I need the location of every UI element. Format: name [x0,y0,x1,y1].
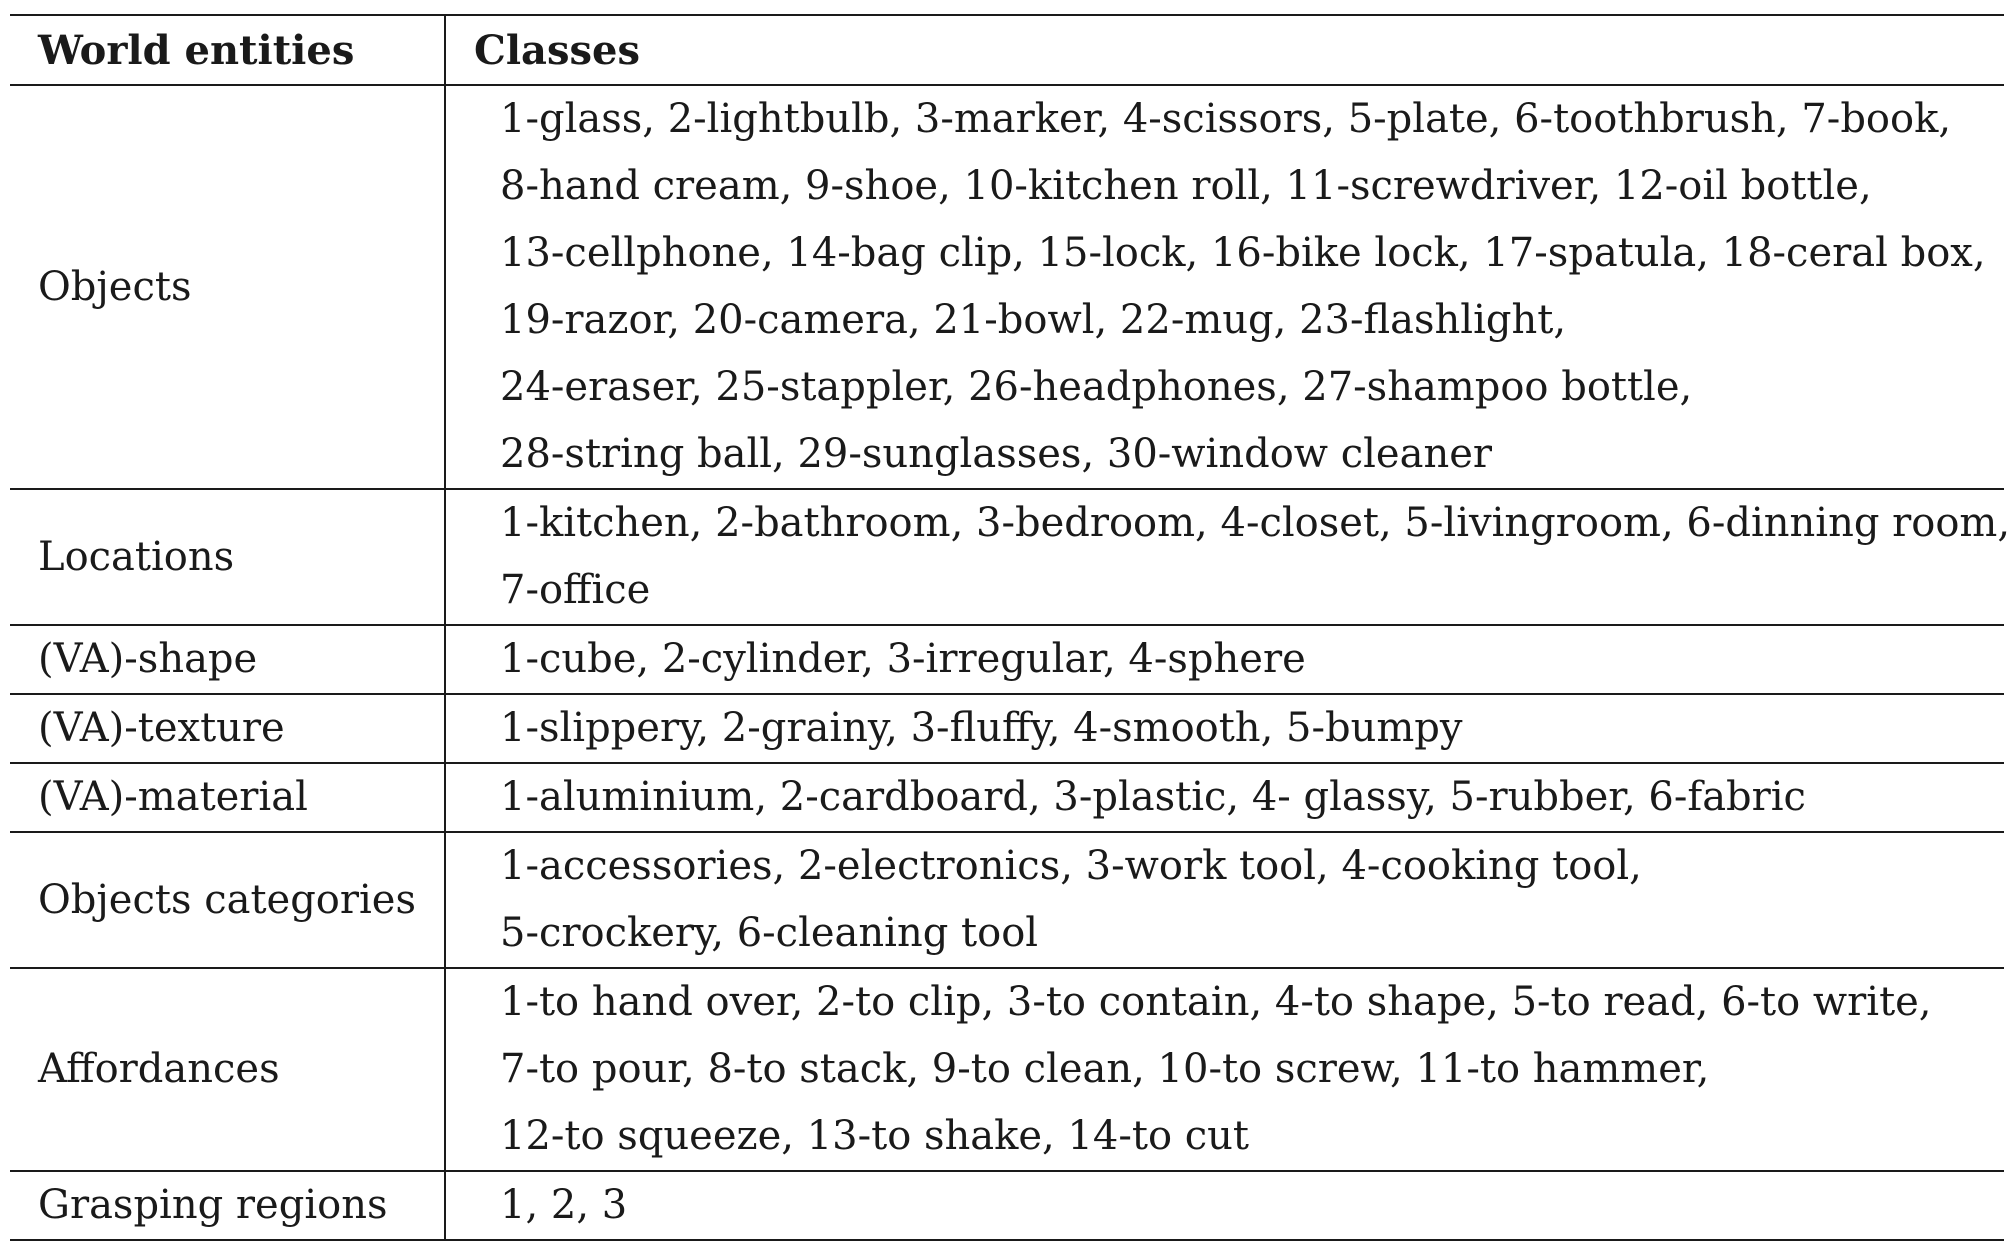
entity-cell: (VA)-texture [10,693,446,764]
entity-cell: Grasping regions [10,1170,446,1241]
entity-cell: (VA)-shape [10,624,446,695]
entity-cell: Affordances [10,967,446,1172]
entity-cell: Objects categories [10,831,446,969]
classes-cell: 1-slippery, 2-grainy, 3-fluffy, 4-smooth… [445,693,2004,764]
table-row: Grasping regions 1, 2, 3 [10,1170,2004,1241]
classes-line: 1-accessories, 2-electronics, 3-work too… [500,843,1642,889]
entity-cell: Objects [10,84,446,490]
classes-line: 28-string ball, 29-sunglasses, 30-window… [500,431,1492,477]
classes-cell: 1-glass, 2-lightbulb, 3-marker, 4-scisso… [445,84,2004,490]
classes-line: 24-eraser, 25-stappler, 26-headphones, 2… [500,364,1693,410]
table-row: (VA)-material 1-aluminium, 2-cardboard, 3… [10,762,2004,833]
classes-cell: 1-cube, 2-cylinder, 3-irregular, 4-spher… [445,624,2004,695]
entity-cell: (VA)-material [10,762,446,833]
classes-cell: 1, 2, 3 [445,1170,2004,1241]
classes-line: 8-hand cream, 9-shoe, 10-kitchen roll, 1… [500,163,1872,209]
classes-cell: 1-aluminium, 2-cardboard, 3-plastic, 4- … [445,762,2004,833]
classes-cell: 1-kitchen, 2-bathroom, 3-bedroom, 4-clos… [445,488,2010,626]
table-row: Affordances 1-to hand over, 2-to clip, 3-… [10,967,2004,1172]
classes-cell: 1-to hand over, 2-to clip, 3-to contain,… [445,967,2004,1172]
classes-line: 1-to hand over, 2-to clip, 3-to contain,… [500,979,1932,1025]
classes-line: 7-office [500,567,651,613]
classes-line: 1, 2, 3 [500,1182,628,1228]
table-header-row: World entities Classes [10,14,2004,86]
classes-line: 1-kitchen, 2-bathroom, 3-bedroom, 4-clos… [500,500,2010,546]
classes-line: 1-glass, 2-lightbulb, 3-marker, 4-scisso… [500,96,1952,142]
table-body: Objects 1-glass, 2-lightbulb, 3-marker, 4… [10,84,2010,1241]
classes-line: 5-crockery, 6-cleaning tool [500,910,1039,956]
table-row: Objects categories 1-accessories, 2-elect… [10,831,2004,969]
table-row: Locations 1-kitchen, 2-bathroom, 3-bedroo… [10,488,2010,626]
header-world-entities: World entities [10,14,446,86]
classes-cell: 1-accessories, 2-electronics, 3-work too… [445,831,2004,969]
classes-line: 1-cube, 2-cylinder, 3-irregular, 4-spher… [500,636,1306,682]
classes-line: 13-cellphone, 14-bag clip, 15-lock, 16-b… [500,230,1986,276]
classes-line: 1-slippery, 2-grainy, 3-fluffy, 4-smooth… [500,705,1463,751]
classes-line: 7-to pour, 8-to stack, 9-to clean, 10-to… [500,1046,1710,1092]
classes-line: 1-aluminium, 2-cardboard, 3-plastic, 4- … [500,774,1806,820]
classes-line: 19-razor, 20-camera, 21-bowl, 22-mug, 23… [500,297,1567,343]
header-classes: Classes [445,14,2004,86]
table-row: Objects 1-glass, 2-lightbulb, 3-marker, 4… [10,84,2004,490]
entity-cell: Locations [10,488,446,626]
table-row: (VA)-shape 1-cube, 2-cylinder, 3-irregula… [10,624,2004,695]
table-row: (VA)-texture 1-slippery, 2-grainy, 3-fluf… [10,693,2004,764]
world-entities-table: World entities Classes Objects 1-glass, 2… [10,14,2010,1241]
classes-line: 12-to squeeze, 13-to shake, 14-to cut [500,1113,1249,1159]
